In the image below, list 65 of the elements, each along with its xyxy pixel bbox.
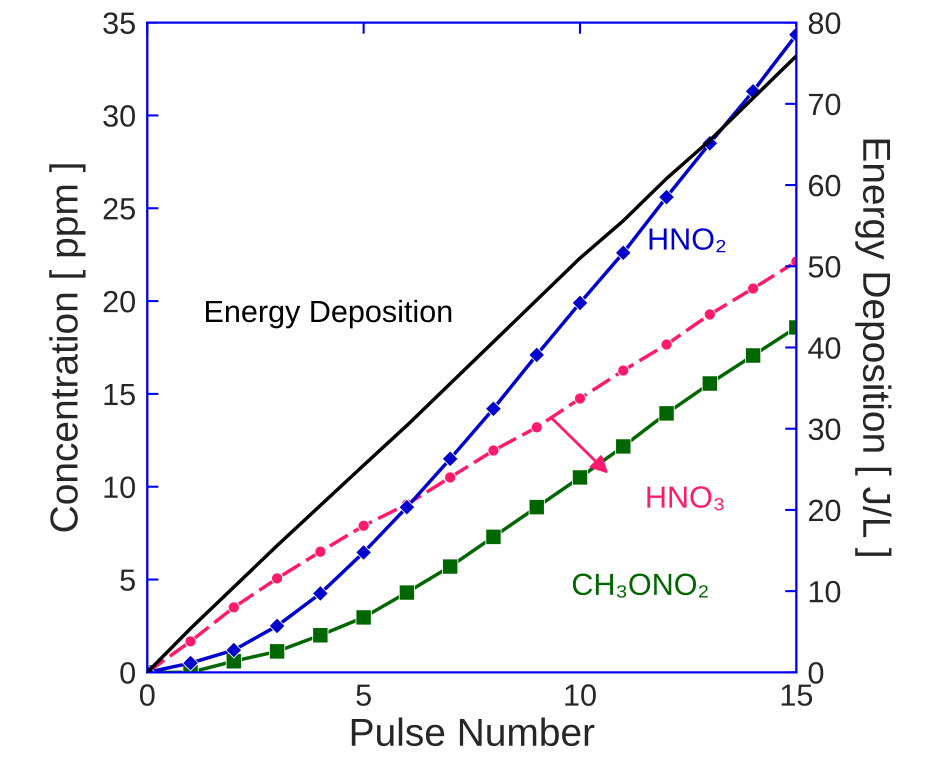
y2-tick-label: 60	[809, 174, 840, 196]
point	[355, 544, 372, 561]
y-tick-label: 15	[104, 384, 135, 406]
point	[184, 635, 197, 648]
y-tick-label: 35	[103, 12, 135, 34]
point	[442, 558, 458, 575]
point	[572, 294, 588, 312]
y2-tick-label: 10	[810, 580, 840, 603]
y2-axis-title: Energy Deposition [ J/L ]	[855, 140, 892, 556]
y-tick-label: 25	[104, 198, 135, 220]
series-label: Energy Deposition	[206, 300, 452, 328]
x-tick-label: 0	[140, 684, 155, 706]
point	[398, 498, 416, 516]
point	[615, 438, 632, 454]
y-tick-label: 10	[104, 476, 135, 498]
point	[485, 400, 502, 418]
point	[617, 364, 630, 376]
point	[312, 585, 329, 602]
point	[182, 654, 199, 672]
point	[572, 469, 588, 486]
point	[271, 572, 284, 584]
point	[574, 392, 586, 405]
point	[528, 499, 545, 516]
point	[442, 450, 458, 468]
x-tick-label: 5	[356, 684, 371, 706]
y2-tick-label: 30	[808, 418, 840, 440]
point	[358, 520, 370, 532]
point	[530, 421, 543, 434]
y2-tick-label: 80	[808, 12, 840, 34]
point	[356, 609, 372, 626]
point	[312, 627, 328, 644]
y-tick-label: 20	[104, 290, 135, 312]
y-tick-label: 5	[120, 570, 135, 591]
point	[268, 618, 286, 634]
point	[314, 546, 326, 558]
x-tick-label: 15	[782, 684, 812, 706]
point	[528, 346, 545, 364]
x-tick-label: 10	[565, 684, 596, 706]
point	[745, 347, 762, 364]
text: HNO₃	[647, 486, 724, 510]
point	[269, 643, 286, 660]
point	[660, 338, 673, 350]
y-tick-label: 30	[103, 105, 135, 127]
point	[704, 308, 716, 320]
point	[658, 188, 675, 206]
y2-tick-label: 0	[808, 662, 824, 684]
point	[658, 405, 675, 422]
point	[747, 282, 760, 294]
y2-tick-label: 70	[809, 94, 840, 116]
y2-tick-label: 20	[809, 500, 840, 522]
text: CH₃ONO₂	[572, 574, 708, 598]
point	[444, 471, 456, 484]
point	[485, 528, 502, 545]
y-tick-label: 0	[120, 662, 135, 684]
x-axis-title: Pulse Number	[352, 718, 594, 746]
series-label: HNO₂	[650, 228, 726, 252]
point	[226, 642, 242, 658]
point	[228, 601, 240, 614]
point	[702, 375, 718, 392]
y-axis-title: Concentration [ ppm ]	[49, 164, 86, 532]
point	[487, 444, 500, 456]
point	[614, 244, 632, 262]
y2-tick-label: 40	[808, 337, 840, 359]
point	[398, 584, 415, 601]
y2-tick-label: 50	[808, 256, 840, 278]
